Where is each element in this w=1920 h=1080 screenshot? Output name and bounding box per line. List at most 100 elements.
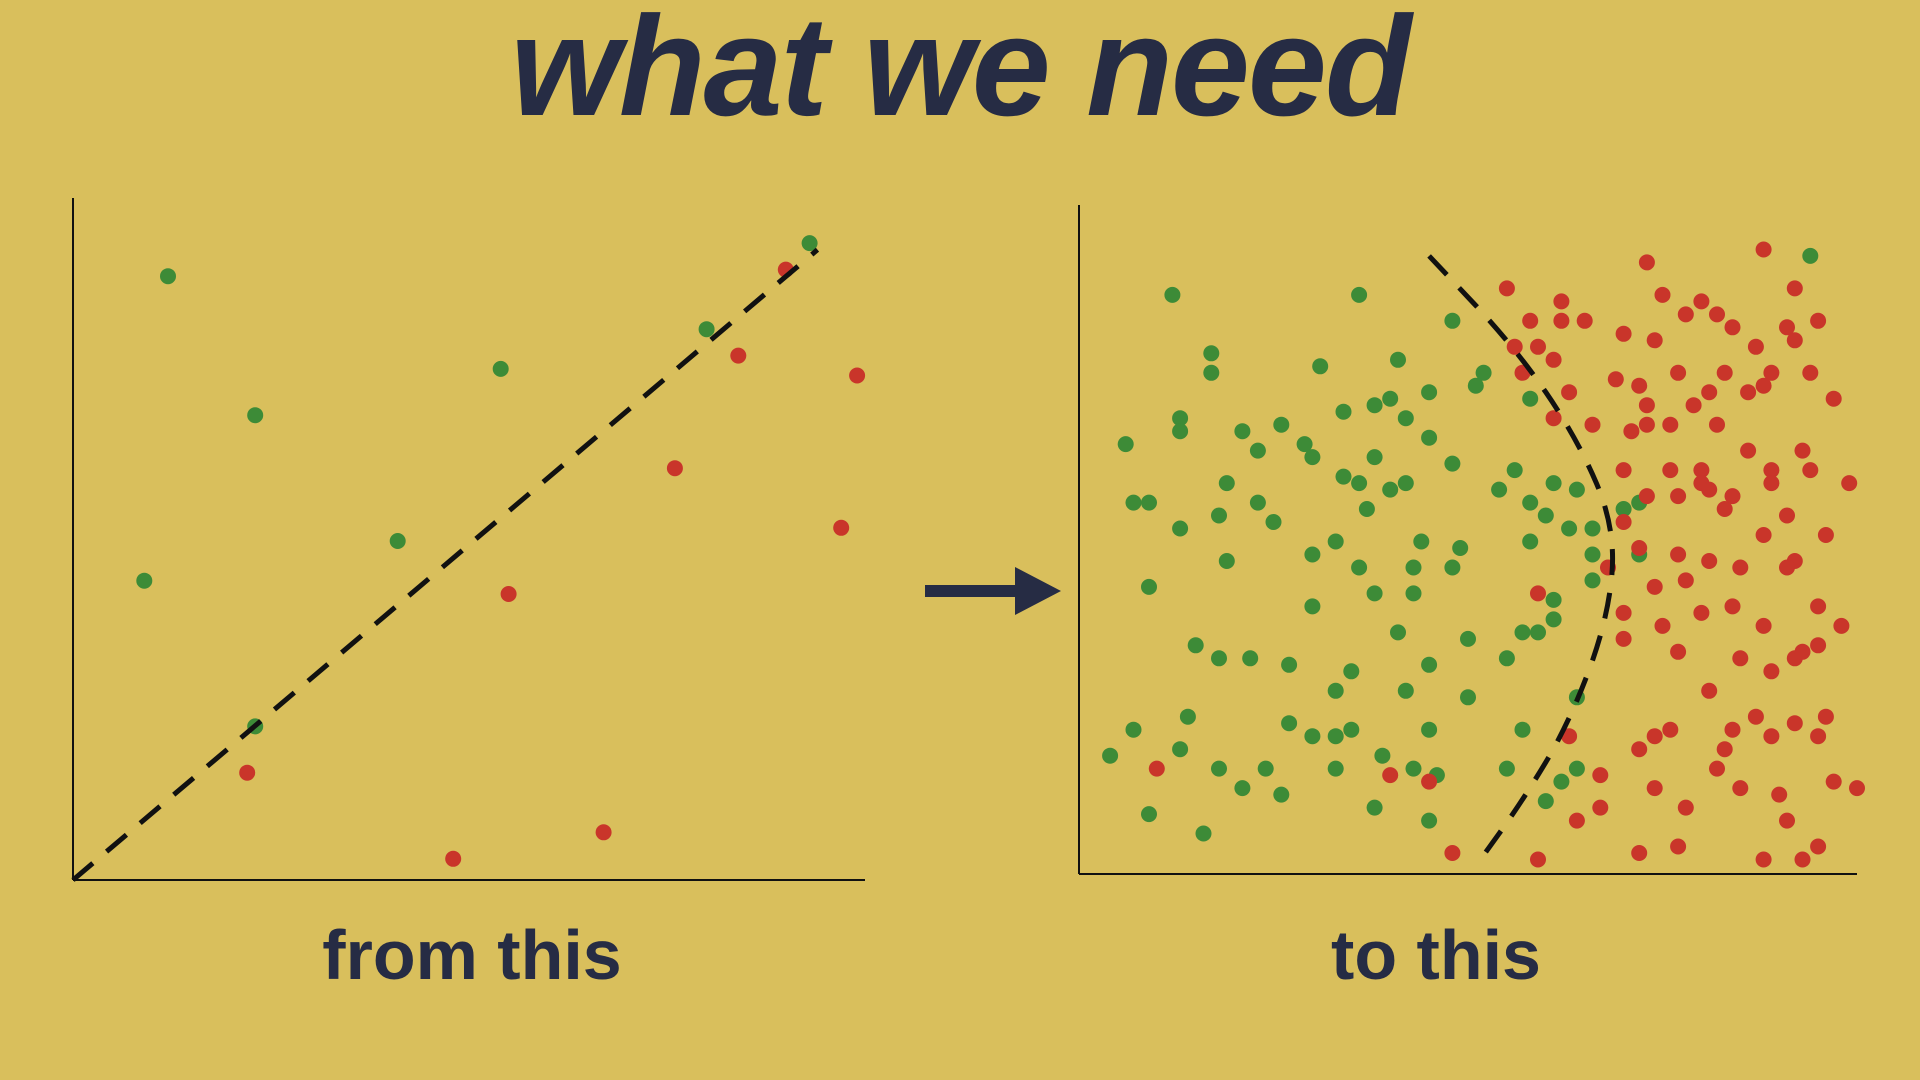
green-data-point [1397,410,1414,427]
green-data-point [1584,546,1601,563]
green-data-point [1553,773,1570,790]
red-data-point [1615,514,1632,530]
green-data-point [1343,721,1360,738]
caption-from: from this [322,916,622,994]
green-data-point [1366,397,1383,414]
green-data-point [1545,475,1562,492]
red-data-point [1763,728,1780,745]
red-data-point [1810,598,1827,615]
green-data-point [1351,559,1368,576]
red-data-point [445,850,462,867]
red-data-point [1701,682,1718,699]
red-data-point [1615,325,1632,342]
red-data-point [1670,643,1687,660]
green-data-point [1444,559,1461,576]
red-data-point [1779,559,1795,576]
green-data-point [1584,520,1601,537]
red-data-point [1833,617,1850,634]
red-data-point [1701,553,1718,569]
red-data-point [1148,760,1165,777]
red-data-point [1763,663,1780,680]
red-data-point [1825,390,1842,407]
green-data-point [1218,553,1235,569]
decision-boundary [71,247,820,882]
red-data-point [1421,773,1438,790]
green-data-point [1514,624,1531,641]
green-data-point [1203,364,1220,381]
green-data-point [1141,494,1157,511]
green-data-point [1475,364,1492,381]
red-data-point [1654,286,1671,303]
red-data-point [1670,838,1687,855]
red-data-point [1732,780,1749,797]
green-data-point [1413,533,1430,550]
red-data-point [1841,475,1858,492]
green-data-point [1172,423,1189,440]
red-data-point [1615,630,1632,647]
red-data-point [1763,475,1780,492]
red-data-point [1615,604,1632,621]
green-data-point [1405,585,1422,602]
red-data-point [1709,306,1725,323]
red-data-point [1763,462,1780,479]
green-data-point [1218,475,1235,492]
red-data-point [1631,540,1648,556]
red-data-point [1786,332,1803,349]
green-data-point [1522,533,1539,550]
green-data-point [1281,656,1298,673]
red-data-point [1755,377,1772,394]
red-data-point [1530,851,1546,868]
red-data-point [1607,371,1624,388]
green-data-point [1802,247,1819,264]
red-data-point [1755,527,1772,543]
green-data-point [1366,449,1383,466]
scatter-chart-after [1078,205,1865,875]
green-data-point [1273,786,1290,803]
red-data-point [1631,845,1648,861]
red-data-point [1638,254,1655,271]
red-data-point [1615,462,1632,479]
red-data-point [1662,462,1679,479]
green-data-point [1257,760,1274,777]
green-data-point [1327,760,1344,777]
green-data-point [1568,481,1585,498]
red-data-point [1716,741,1733,758]
green-data-point [1211,650,1227,667]
green-data-point [1281,715,1298,732]
green-data-point [1304,598,1321,615]
green-data-point [1537,793,1554,810]
green-data-point [1265,514,1282,530]
red-data-point [1646,332,1663,349]
red-data-point [1740,384,1757,401]
green-data-point [1234,423,1251,440]
green-data-point [1444,312,1461,329]
scatter-chart-before [71,198,866,882]
green-data-point [1405,760,1422,777]
red-data-point [1623,423,1640,440]
red-data-point [1779,812,1795,829]
green-data-point [1421,812,1438,829]
green-data-point [1382,390,1399,407]
green-data-point [1125,721,1142,738]
red-data-point [1794,442,1811,459]
green-data-point [1366,585,1383,602]
red-data-point [1817,527,1834,543]
red-data-point [1677,799,1694,816]
green-data-point [136,572,153,589]
green-data-point [1522,390,1539,407]
green-data-point [1335,468,1352,485]
red-data-point [1810,312,1827,329]
green-data-point [1327,533,1344,550]
red-data-point [1732,559,1749,576]
red-data-point [833,519,850,536]
green-data-point [389,533,406,549]
red-data-point [1817,708,1834,725]
red-data-point [1592,767,1609,784]
green-data-point [1172,741,1189,758]
red-data-point [1638,416,1655,433]
red-data-point [1444,845,1461,861]
green-data-point [1327,682,1344,699]
red-data-point [1638,488,1655,505]
green-data-point [1537,507,1554,524]
red-data-point [1810,637,1827,654]
